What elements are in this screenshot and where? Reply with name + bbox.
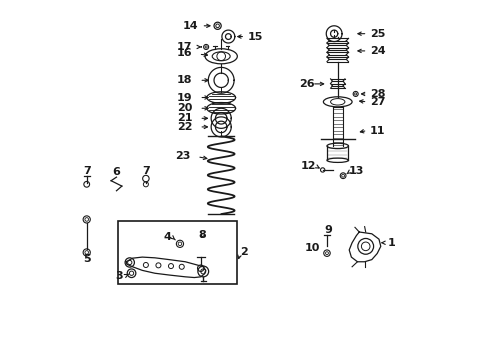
Text: 22: 22 [177,122,192,132]
Text: 27: 27 [369,97,385,107]
Text: 25: 25 [369,29,385,39]
Text: 3: 3 [116,271,123,281]
Text: 7: 7 [142,166,149,176]
Text: 11: 11 [369,126,385,135]
Text: 23: 23 [175,150,190,161]
Text: 12: 12 [300,161,316,171]
Text: 10: 10 [305,243,320,253]
Text: 17: 17 [177,42,192,52]
Text: 16: 16 [177,48,192,58]
Text: 2: 2 [240,247,247,257]
Text: 14: 14 [182,21,198,31]
Text: 28: 28 [369,89,385,99]
Text: 5: 5 [83,254,90,264]
Text: 7: 7 [82,166,90,176]
Text: 24: 24 [369,46,385,56]
Bar [118,221,236,284]
Text: 19: 19 [177,93,192,103]
Text: 6: 6 [112,167,120,177]
Text: 8: 8 [198,230,205,239]
Text: 1: 1 [387,238,395,248]
Text: 13: 13 [348,166,363,176]
Text: 18: 18 [177,75,192,85]
Text: 21: 21 [177,113,192,123]
Text: 26: 26 [298,79,314,89]
Text: 9: 9 [324,225,332,235]
Text: 4: 4 [163,232,171,242]
Text: 15: 15 [247,32,263,41]
Text: 20: 20 [177,103,192,113]
